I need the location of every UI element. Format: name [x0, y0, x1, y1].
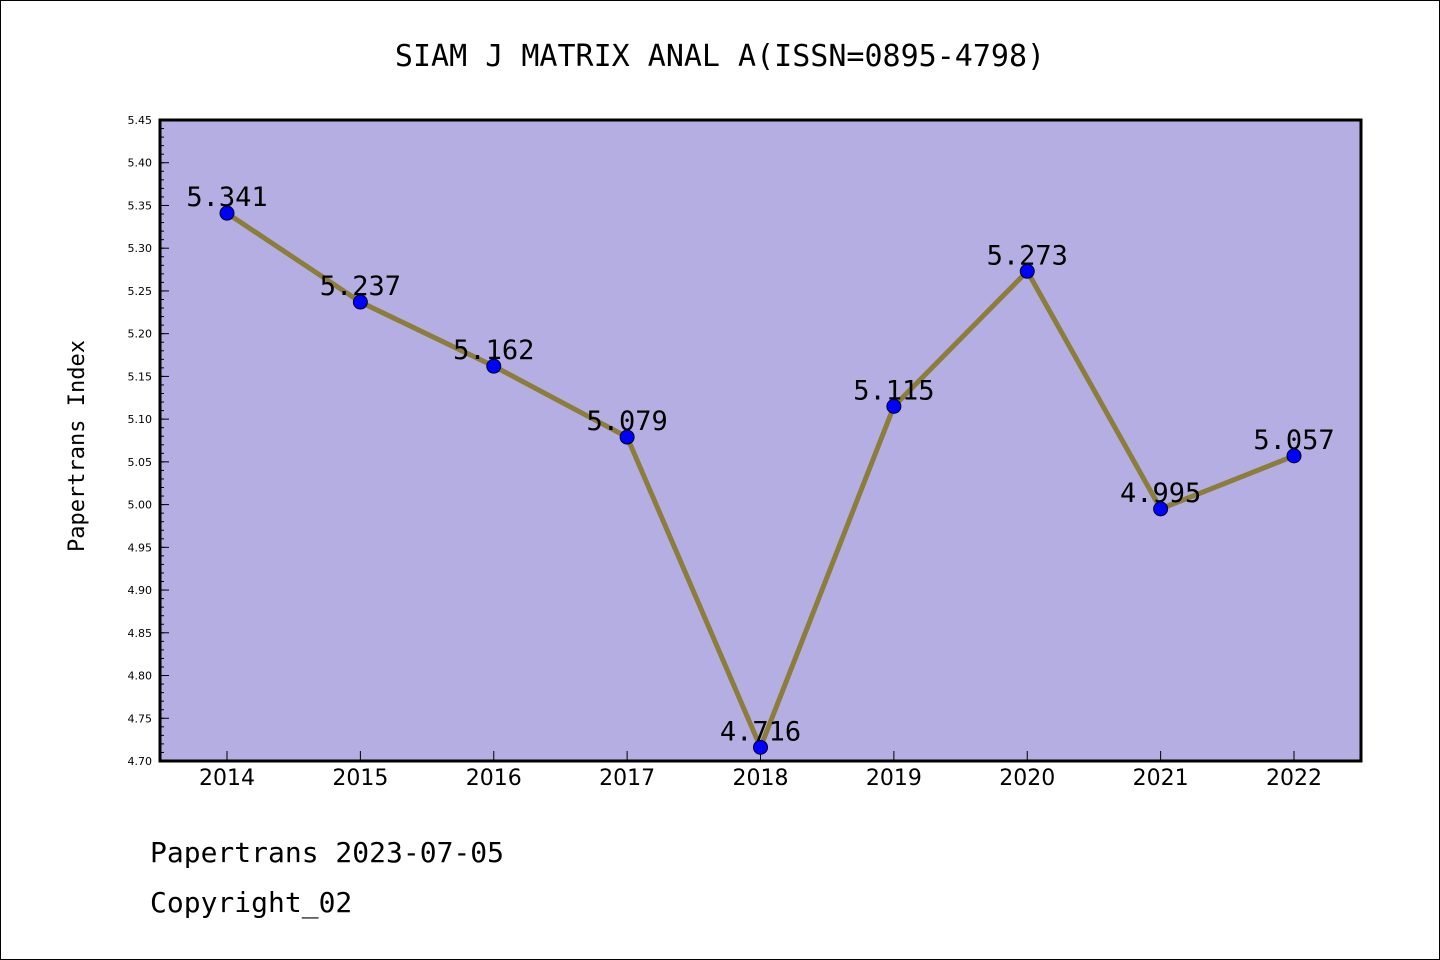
y-tick-label: 5.20 — [128, 328, 153, 341]
y-tick-label: 4.90 — [128, 584, 153, 597]
data-labels: 5.341 5.237 5.162 5.079 4.716 5.115 5.273 4.995… — [186, 182, 1334, 747]
data-point — [886, 398, 902, 414]
data-label: 5.057 — [1253, 425, 1334, 456]
chart-title: SIAM J MATRIX ANAL A(ISSN=0895-4798) — [395, 39, 1045, 74]
data-label: 5.273 — [987, 240, 1068, 271]
y-tick-label: 4.75 — [128, 712, 153, 725]
y-tick-label: 4.80 — [128, 670, 153, 683]
x-tick-label: 2020 — [999, 766, 1055, 791]
y-tick-label: 5.40 — [128, 157, 153, 170]
footer-date: Papertrans 2023-07-05 — [150, 836, 505, 869]
data-point — [1153, 501, 1169, 517]
y-tick-label: 5.00 — [128, 499, 153, 512]
data-markers — [219, 205, 1302, 755]
y-tick-label: 5.35 — [128, 199, 153, 212]
data-point — [219, 205, 235, 221]
y-axis-ticks: 4.70 4.75 4.80 4.85 4.90 4.95 5.00 5.05 5.10 5.15… — [128, 114, 169, 768]
data-point — [753, 739, 768, 755]
x-axis-ticks: 2014 2015 2016 2017 2018 2019 2020 2021 2022 — [199, 751, 1322, 791]
y-axis-label: Papertrans Index — [65, 340, 90, 552]
x-tick-label: 2014 — [199, 766, 255, 791]
y-tick-label: 4.85 — [128, 627, 153, 640]
y-tick-label: 5.15 — [128, 370, 153, 383]
y-tick-label: 5.45 — [128, 114, 153, 127]
x-tick-label: 2022 — [1266, 766, 1322, 791]
x-tick-label: 2016 — [466, 766, 522, 791]
plot-area — [158, 118, 1363, 763]
data-point — [1286, 448, 1302, 464]
x-tick-label: 2018 — [733, 766, 789, 791]
x-tick-label: 2015 — [332, 766, 388, 791]
data-label: 5.162 — [453, 335, 534, 366]
y-tick-label: 4.95 — [128, 541, 153, 554]
x-tick-label: 2017 — [599, 766, 655, 791]
data-label: 5.237 — [320, 271, 401, 302]
y-tick-label: 5.25 — [128, 285, 153, 298]
data-label: 5.115 — [853, 375, 934, 406]
y-tick-label: 4.70 — [128, 755, 153, 768]
data-point — [486, 358, 502, 374]
x-tick-label: 2019 — [866, 766, 922, 791]
data-point — [619, 429, 635, 445]
data-label: 4.995 — [1120, 478, 1201, 509]
y-tick-label: 5.05 — [128, 456, 153, 469]
x-tick-label: 2021 — [1133, 766, 1189, 791]
footer-copyright: Copyright_02 — [150, 886, 353, 919]
y-tick-label: 5.30 — [128, 242, 153, 255]
data-label: 5.079 — [586, 406, 667, 437]
data-label: 5.341 — [186, 182, 267, 213]
data-point — [352, 294, 368, 310]
data-label: 4.716 — [720, 716, 801, 747]
data-point — [1019, 263, 1035, 279]
y-tick-label: 5.10 — [128, 413, 153, 426]
